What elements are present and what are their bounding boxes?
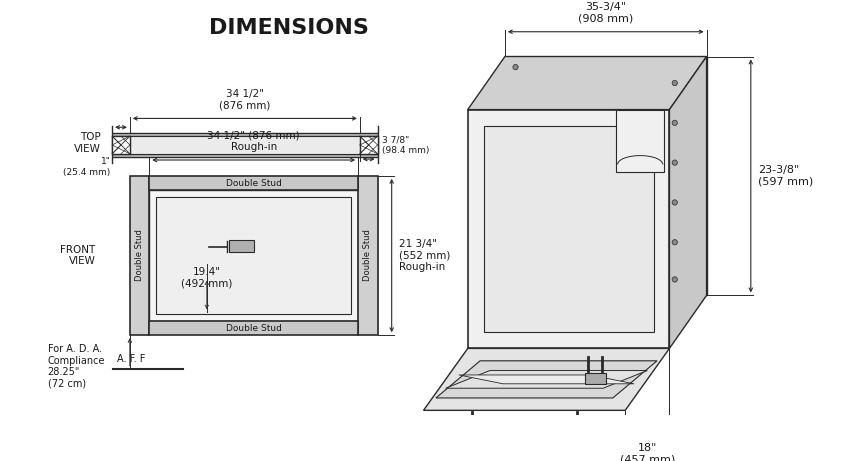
Circle shape [672, 240, 677, 245]
Text: For A. D. A.
Compliance
28.25"
(72 cm): For A. D. A. Compliance 28.25" (72 cm) [48, 344, 105, 389]
Bar [150, 321, 358, 335]
Text: Double Stud: Double Stud [363, 230, 373, 282]
Text: DIMENSIONS: DIMENSIONS [209, 18, 369, 38]
Text: 18"
(457 mm): 18" (457 mm) [620, 443, 675, 461]
Polygon shape [484, 125, 653, 332]
Text: Double Stud: Double Stud [225, 324, 282, 332]
Bar [150, 176, 358, 190]
Circle shape [672, 80, 677, 86]
Text: 34 1/2" (876 mm)
Rough-in: 34 1/2" (876 mm) Rough-in [208, 130, 300, 152]
Text: 34 1/2"
(876 mm): 34 1/2" (876 mm) [220, 89, 271, 111]
Circle shape [672, 120, 677, 125]
Bar [130, 136, 360, 154]
Polygon shape [446, 371, 648, 388]
Bar [584, 373, 606, 384]
Polygon shape [424, 349, 669, 410]
Circle shape [672, 160, 677, 165]
Circle shape [672, 200, 677, 205]
Bar [112, 136, 130, 154]
Text: 3 7/8"
(98.4 mm): 3 7/8" (98.4 mm) [382, 135, 429, 154]
Text: 21 3/4"
(552 mm)
Rough-in: 21 3/4" (552 mm) Rough-in [399, 239, 450, 272]
Text: TOP
VIEW: TOP VIEW [74, 132, 101, 154]
Bar [616, 110, 664, 171]
Text: 19.4"
(492 mm): 19.4" (492 mm) [181, 267, 232, 289]
Text: 23-3/8"
(597 mm): 23-3/8" (597 mm) [758, 165, 813, 187]
Text: BLOCKING: BLOCKING [473, 369, 600, 389]
Text: A. F. F: A. F. F [118, 355, 145, 364]
Polygon shape [468, 57, 706, 110]
Polygon shape [468, 110, 669, 349]
Bar [112, 133, 378, 136]
Text: FRONT
VIEW: FRONT VIEW [60, 245, 95, 266]
Bar [150, 190, 358, 321]
Bar [156, 197, 351, 314]
Text: Double Stud: Double Stud [135, 230, 144, 282]
Bar [360, 136, 378, 154]
Polygon shape [436, 361, 657, 398]
Polygon shape [669, 57, 706, 349]
Bar [130, 176, 150, 335]
Polygon shape [505, 57, 706, 296]
Text: 1"
(25.4 mm): 1" (25.4 mm) [63, 157, 110, 177]
Bar [229, 240, 254, 252]
Polygon shape [459, 375, 634, 384]
Bar [112, 154, 378, 157]
Bar [358, 176, 378, 335]
Text: 35-3/4"
(908 mm): 35-3/4" (908 mm) [578, 2, 633, 24]
Circle shape [672, 277, 677, 282]
Text: Double Stud: Double Stud [225, 178, 282, 188]
Circle shape [513, 65, 518, 70]
Bar [112, 136, 378, 154]
